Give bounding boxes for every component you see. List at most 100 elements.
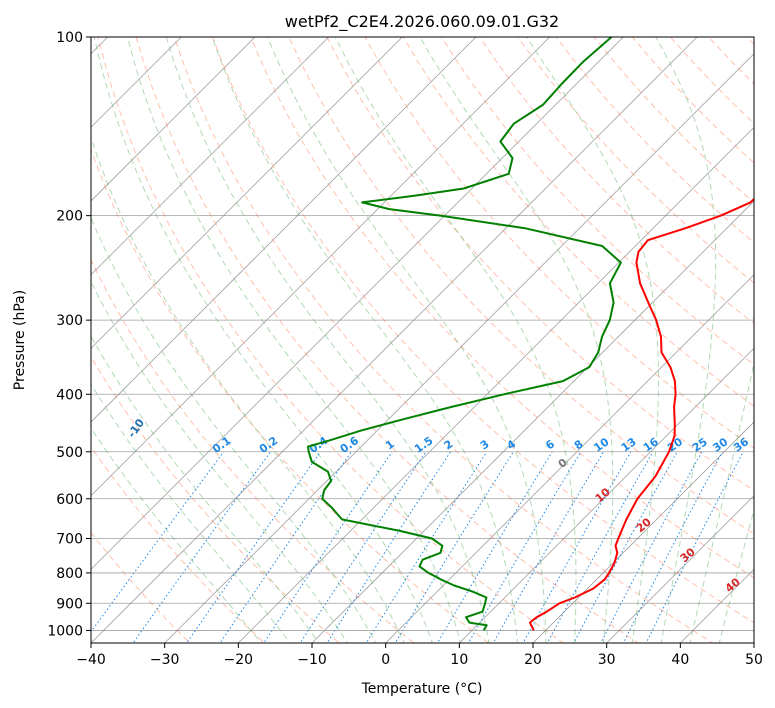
y-tick-label: 900 <box>56 596 83 612</box>
dry-adiabat-line <box>746 37 754 46</box>
line-labels: 0.10.20.40.611.52346810131620253036-100-… <box>7 416 751 595</box>
isotherm-line <box>385 274 754 643</box>
mixing-ratio-line <box>436 451 553 643</box>
dry-adiabat-label: -30 <box>7 416 29 440</box>
dry-adiabat-line <box>250 37 754 579</box>
isotherm-line <box>91 37 698 643</box>
isotherm-line <box>91 37 403 349</box>
isotherm-line <box>164 53 754 643</box>
isotherm-line <box>91 37 551 497</box>
dry-adiabat-line <box>440 37 754 366</box>
mixing-ratio-line <box>91 451 225 633</box>
y-tick-label: 100 <box>56 30 83 46</box>
y-tick-label: 300 <box>56 313 83 329</box>
isotherm-line <box>91 37 477 423</box>
x-tick-label: 20 <box>524 652 542 668</box>
dry-adiabat-line <box>517 37 754 284</box>
moist-adiabat-line <box>526 37 659 643</box>
dry-adiabat-line <box>97 37 565 643</box>
dry-adiabat-line <box>91 445 266 643</box>
moist-adiabat-line <box>689 360 754 643</box>
moist-adiabat-line <box>91 335 320 643</box>
moist-adiabat-label: 20 <box>634 515 654 535</box>
x-tick-label: 50 <box>745 652 763 668</box>
x-axis-ticks: −40 −30 −20 −10 0 10 20 30 40 50 <box>76 643 763 668</box>
dry-adiabat-line <box>91 355 340 643</box>
isotherm-line <box>753 642 754 643</box>
moist-adiabat-line <box>718 508 754 643</box>
dry-adiabat-line <box>91 258 415 643</box>
y-tick-label: 800 <box>56 566 83 582</box>
x-tick-label: 0 <box>381 652 390 668</box>
y-axis-ticks: 100 200 300 400 500 600 700 800 900 1000 <box>47 30 91 639</box>
isotherm-line <box>91 37 256 202</box>
dry-adiabat-line <box>91 531 191 643</box>
profile-line <box>307 37 622 631</box>
x-tick-label: −10 <box>297 652 327 668</box>
mixing-ratio-line <box>132 451 272 643</box>
mixing-ratio-line <box>546 451 654 643</box>
y-tick-label: 200 <box>56 209 83 225</box>
x-axis-label: Temperature (°C) <box>361 681 483 697</box>
isotherm-line <box>91 37 330 276</box>
y-axis-label: Pressure (hPa) <box>12 290 28 390</box>
y-tick-label: 600 <box>56 492 83 508</box>
moist-adiabat-line <box>419 37 614 643</box>
mixing-ratio-line <box>299 451 427 643</box>
plot-frame <box>90 36 755 644</box>
mixing-ratio-label: 3 <box>478 437 492 452</box>
dry-adiabat-line <box>759 10 775 655</box>
isotherm-line <box>237 126 754 643</box>
y-tick-label: 400 <box>56 387 83 403</box>
dry-adiabat-line <box>135 37 639 643</box>
dry-adiabat-line <box>364 37 754 449</box>
mixing-ratio-label: 2 <box>442 437 456 452</box>
moist-adiabat-line <box>165 37 490 643</box>
dry-adiabat-line <box>91 148 490 643</box>
isotherm-line <box>0 10 61 655</box>
x-tick-label: −40 <box>76 652 106 668</box>
mixing-ratio-label: 0.1 <box>210 434 233 456</box>
dry-adiabat-label: -20 <box>66 416 88 440</box>
isobar-grid <box>91 37 754 631</box>
mixing-ratio-label: 4 <box>504 437 518 452</box>
moist-adiabat-line <box>91 136 405 643</box>
dry-adiabat-line <box>326 37 754 492</box>
mixing-ratio-line <box>622 451 723 643</box>
moist-adiabat-line <box>127 37 462 643</box>
mixing-ratio-label: 1.5 <box>412 434 435 456</box>
profile-series <box>307 37 754 631</box>
mixing-ratio-line <box>394 451 514 643</box>
dry-adiabat-line <box>211 37 754 624</box>
x-tick-label: 30 <box>598 652 616 668</box>
chart-title: wetPf2_C2E4.2026.060.09.01.G32 <box>285 12 559 32</box>
moist-adiabat-line <box>655 37 717 643</box>
plot-area: 0.10.20.40.611.52346810131620253036-100-… <box>0 10 775 655</box>
moist-adiabat-line <box>91 280 348 643</box>
moist-adiabat-label: 10 <box>593 485 613 505</box>
profile-line <box>528 197 754 631</box>
moist-adiabat-label: 40 <box>723 575 743 595</box>
y-tick-label: 1000 <box>47 623 83 639</box>
x-tick-label: 40 <box>671 652 689 668</box>
y-tick-label: 500 <box>56 445 83 461</box>
mixing-ratio-label: 0.4 <box>307 434 331 456</box>
isotherm-line <box>311 200 754 643</box>
dry-adiabat-line <box>707 37 754 85</box>
x-tick-label: −20 <box>224 652 254 668</box>
dry-adiabat-line <box>288 37 754 535</box>
y-tick-label: 700 <box>56 532 83 548</box>
isotherm-line <box>606 495 754 643</box>
dry-adiabat-line <box>402 37 754 407</box>
moist-adiabat-line <box>334 37 577 643</box>
moist-adiabat-line <box>91 383 291 643</box>
moist-adiabat-line <box>211 37 519 643</box>
isotherm-line <box>91 37 182 128</box>
mixing-ratio-line <box>263 451 393 643</box>
isotherm-line <box>91 37 624 570</box>
isotherm-line <box>532 421 754 643</box>
moist-adiabat-line <box>91 427 262 643</box>
dry-adiabat-line <box>173 37 714 643</box>
mixing-ratio-label: 6 <box>543 437 557 452</box>
